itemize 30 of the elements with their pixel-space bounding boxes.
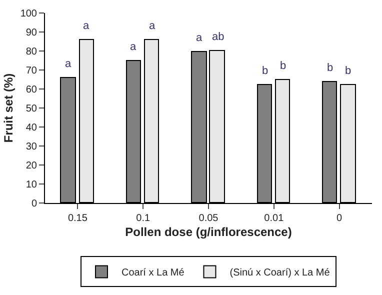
y-tick-label: 70 [26,66,38,76]
y-tick-label: 90 [26,28,38,38]
annotation: b [345,65,352,77]
y-tick-label: 30 [26,142,38,152]
annotation: a [149,20,156,32]
y-tick-label: 10 [26,180,38,190]
annotation: a [65,58,72,70]
x-tick-label: 0 [336,213,343,224]
y-axis-title: Fruit set (%) [2,73,16,143]
x-tick-label: 0.15 [68,213,88,224]
x-tick-label: 0.1 [136,213,150,224]
y-tick-label: 50 [26,104,38,114]
annotation: b [327,62,334,74]
y-tick-label: 100 [20,8,38,20]
x-tick-label: 0.05 [198,213,219,224]
annotation: a [196,32,203,44]
y-tick-label: 80 [26,46,38,58]
legend-label: (Sinú x Coarí) x La Mé [230,268,330,279]
annotation: a [83,20,90,32]
x-tick-label: 0.01 [264,213,284,224]
legend-label: Coarí x La Mé [122,268,185,279]
y-tick-label: 0 [31,198,38,210]
y-tick-label: 40 [26,122,38,134]
x-axis-title: Pollen dose (g/inflorescence) [125,224,292,239]
y-tick-label: 60 [26,84,38,96]
annotation: b [280,60,286,72]
annotation: a [130,41,137,53]
annotation: b [262,65,268,77]
annotation: ab [212,31,224,43]
y-tick-label: 20 [26,160,38,172]
